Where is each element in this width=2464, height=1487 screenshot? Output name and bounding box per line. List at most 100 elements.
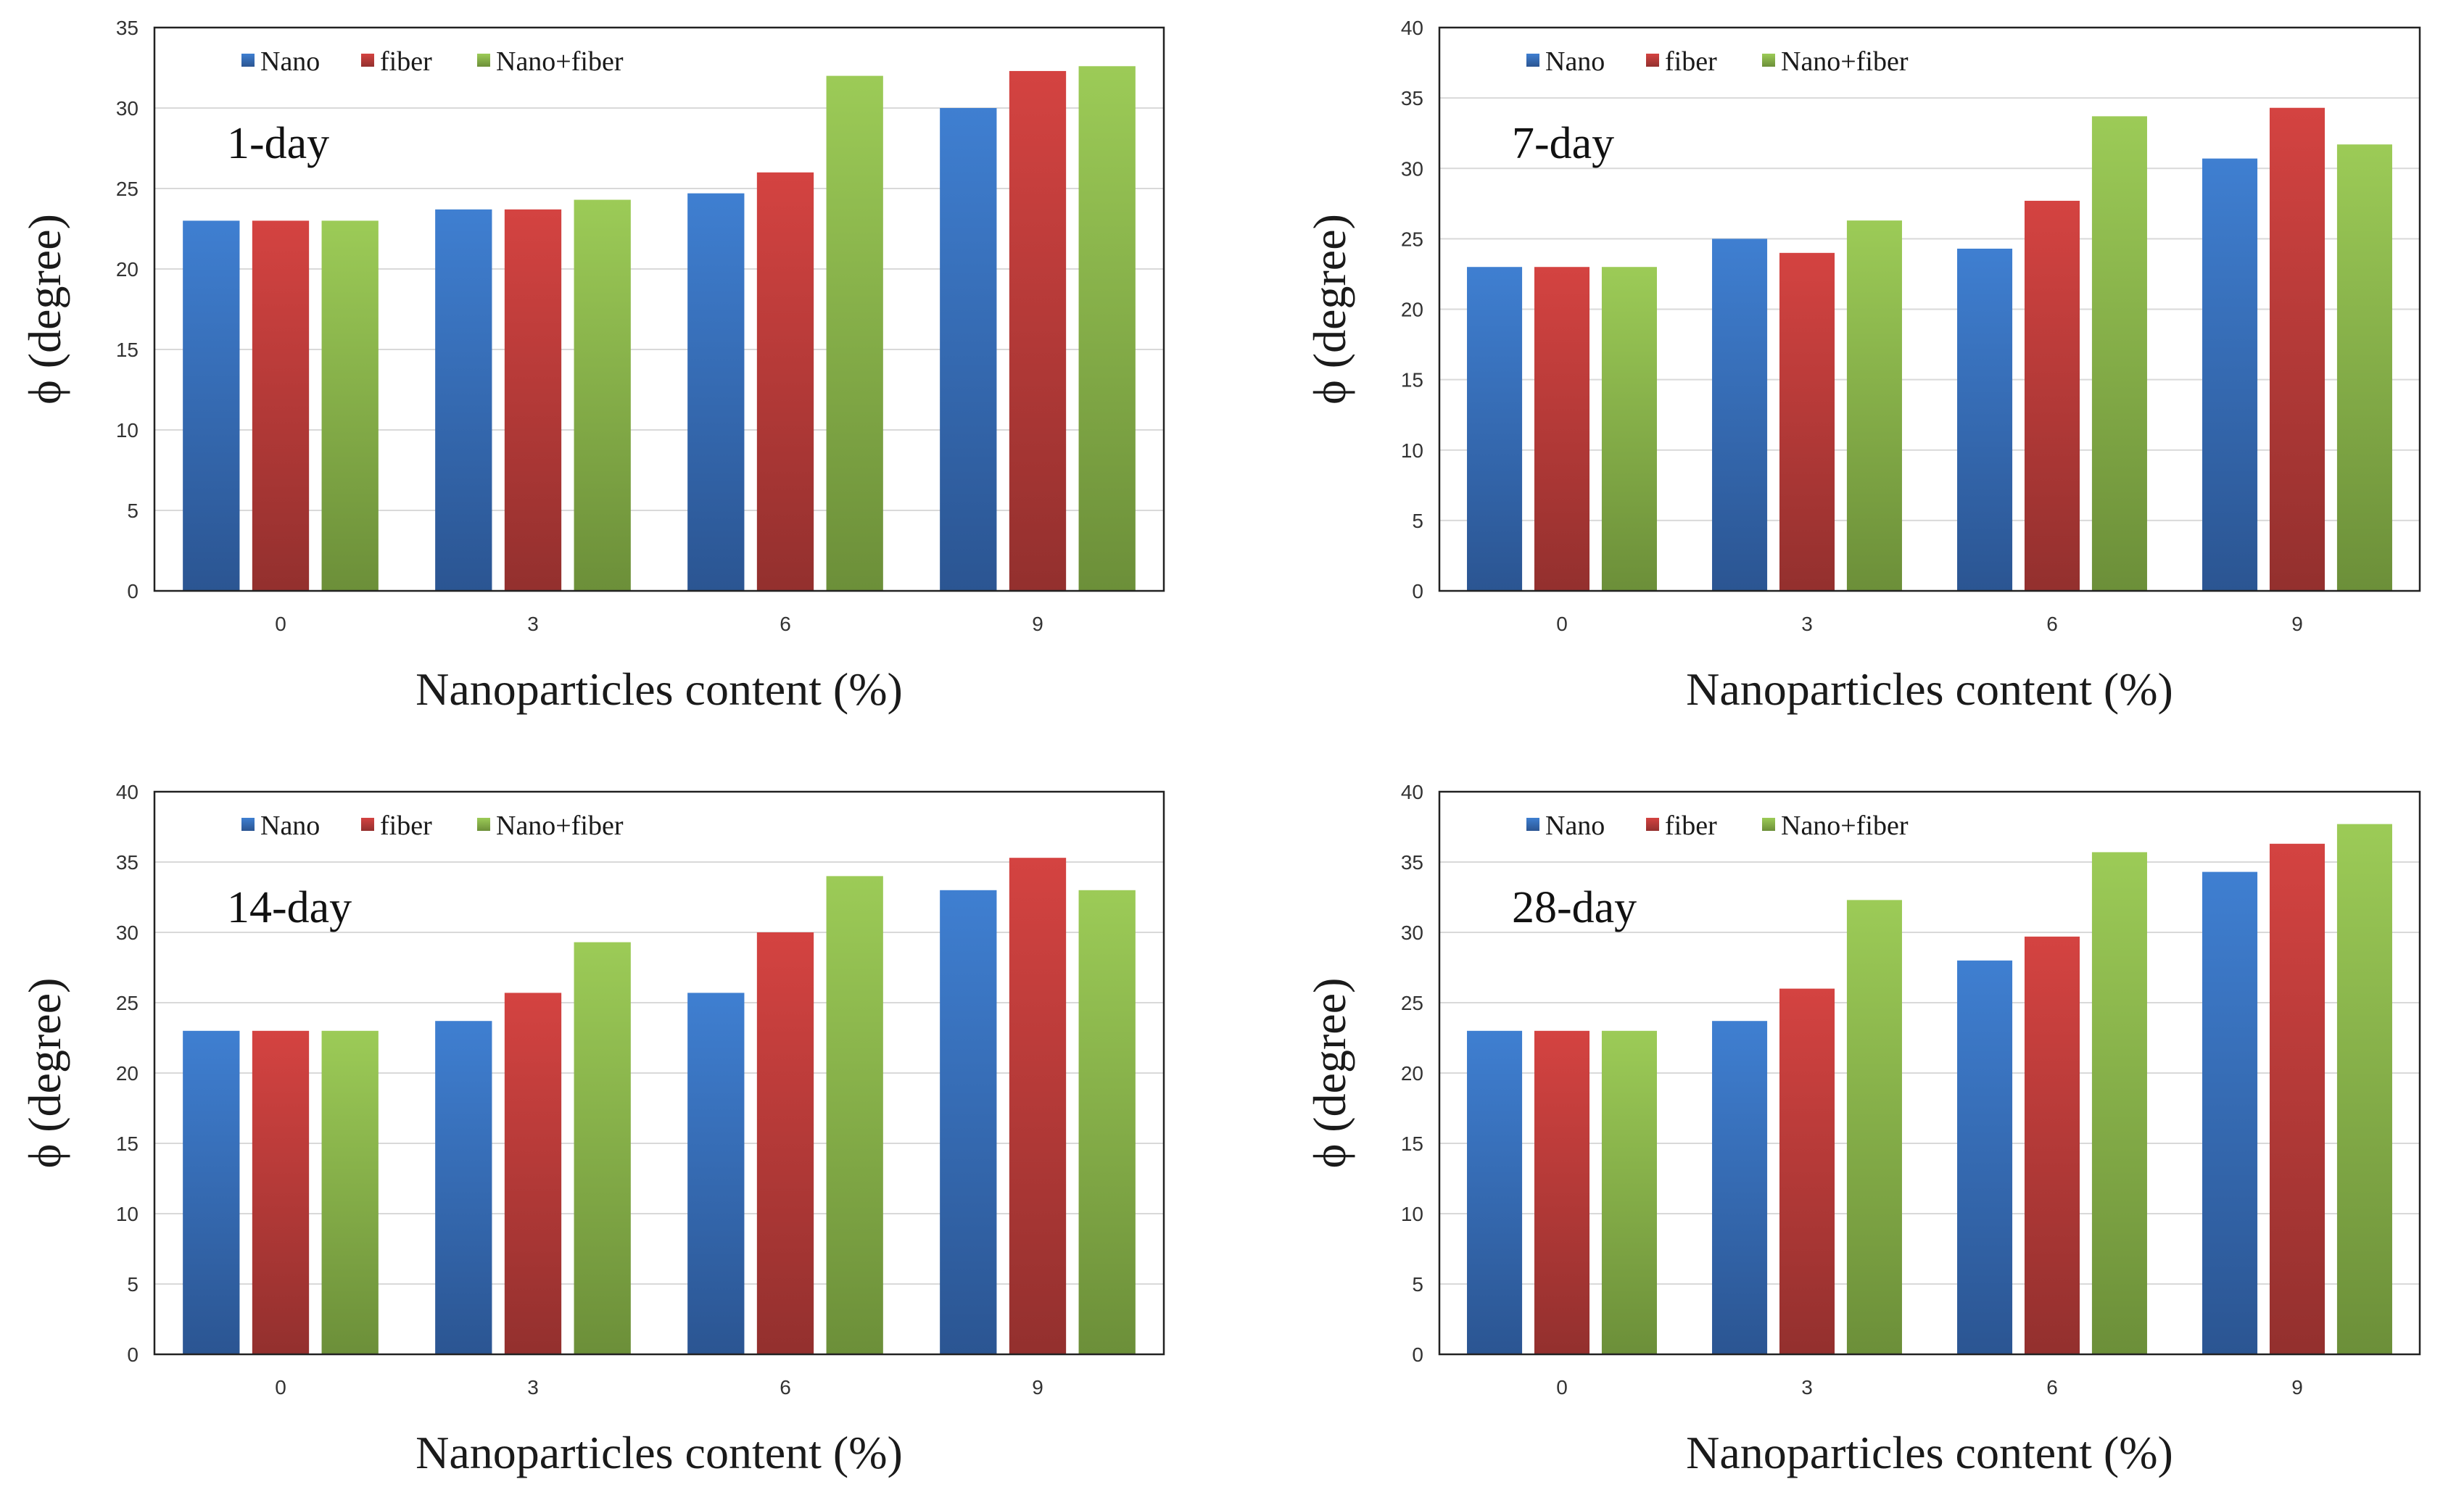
bar-fiber-6 (756, 172, 814, 592)
y-tick-label: 0 (127, 580, 139, 602)
bar-nano-6 (687, 993, 745, 1354)
bar-fiber-9 (1009, 70, 1067, 591)
legend: Nano fiber Nano+fiber (241, 46, 624, 77)
bar-fiber-6 (2024, 200, 2080, 591)
bar-nano-0 (183, 220, 240, 591)
x-tick-label: 9 (1032, 1376, 1043, 1399)
x-tick-label: 0 (275, 613, 286, 635)
bar-fiber-0 (1534, 1030, 1590, 1354)
legend-label-fiber: fiber (1665, 811, 1717, 841)
panel-label: 28-day (1512, 883, 1637, 932)
legend-swatch-nano (1526, 54, 1539, 67)
legend-swatch-nano-fiber (1762, 54, 1775, 67)
x-tick-label: 6 (2046, 613, 2058, 635)
bar-nano-9 (940, 108, 997, 591)
y-tick-label: 5 (1412, 1273, 1423, 1296)
legend-label-nano-fiber: Nano+fiber (1781, 46, 1909, 77)
bar-fiber-0 (252, 1030, 310, 1354)
bar-fiber-9 (2269, 843, 2325, 1354)
y-tick-label: 15 (116, 1132, 139, 1155)
plot-frame (153, 26, 1165, 592)
bar-nano-fiber-6 (826, 876, 883, 1354)
legend-swatch-nano-fiber (477, 818, 490, 831)
legend-label-nano: Nano (1545, 46, 1605, 77)
bar-nano-fiber-3 (1846, 220, 1902, 591)
y-tick-label: 15 (1401, 1132, 1423, 1155)
y-tick-label: 10 (1401, 1203, 1423, 1225)
x-axis-title: Nanoparticles content (%) (416, 1427, 903, 1478)
bar-nano-fiber-0 (1601, 1030, 1657, 1354)
bar-nano-3 (435, 209, 492, 591)
y-tick-label: 15 (1401, 369, 1423, 392)
bar-nano-fiber-9 (1078, 890, 1136, 1354)
y-tick-label: 40 (116, 781, 139, 803)
x-tick-label: 3 (527, 613, 539, 635)
bar-fiber-6 (756, 932, 814, 1354)
y-tick-label: 30 (1401, 921, 1423, 944)
bar-fiber-6 (2024, 936, 2080, 1354)
x-tick-label: 0 (1556, 1376, 1568, 1399)
bar-fiber-3 (504, 209, 562, 591)
y-tick-label: 10 (116, 419, 139, 442)
bar-nano-fiber-0 (321, 220, 379, 591)
legend-label-fiber: fiber (380, 811, 432, 841)
legend-swatch-fiber (1646, 818, 1659, 831)
legend-label-nano: Nano (260, 46, 320, 77)
legend-label-fiber: fiber (1665, 46, 1717, 77)
legend: Nano fiber Nano+fiber (1526, 46, 1909, 77)
y-tick-label: 30 (1401, 157, 1423, 180)
bar-nano-fiber-9 (1078, 66, 1136, 591)
bar-nano-fiber-0 (1601, 267, 1657, 591)
x-tick-label: 3 (527, 1376, 539, 1399)
y-tick-label: 10 (1401, 439, 1423, 462)
legend-label-nano-fiber: Nano+fiber (496, 811, 624, 841)
legend: Nano fiber Nano+fiber (1526, 811, 1909, 841)
bar-fiber-3 (504, 993, 562, 1354)
y-tick-label: 35 (116, 17, 139, 39)
legend-swatch-nano-fiber (477, 54, 490, 67)
legend-label-nano: Nano (1545, 811, 1605, 841)
panel-label: 1-day (227, 119, 329, 168)
bar-nano-fiber-3 (574, 199, 631, 591)
y-axis-title: ϕ (degree) (19, 978, 70, 1169)
legend-swatch-nano (241, 54, 255, 67)
panel-label: 14-day (227, 883, 352, 932)
plot-frame (1438, 26, 2421, 592)
bar-nano-0 (1467, 1030, 1523, 1354)
y-tick-label: 35 (1401, 851, 1423, 874)
y-axis-title: ϕ (degree) (19, 214, 70, 405)
y-tick-label: 20 (1401, 299, 1423, 321)
x-tick-label: 9 (1032, 613, 1043, 635)
y-tick-label: 20 (116, 258, 139, 281)
plot-frame (1438, 790, 2421, 1356)
bar-nano-fiber-9 (2336, 144, 2392, 592)
bar-fiber-0 (1534, 267, 1590, 591)
x-axis-title: Nanoparticles content (%) (1686, 663, 2173, 715)
y-tick-label: 25 (1401, 228, 1423, 250)
chart-panel-14-day: 0 5 10 15 20 25 30 35 40 0 3 6 9 Nanoparticles conten… (19, 781, 1165, 1478)
bar-fiber-3 (1779, 252, 1835, 591)
x-tick-label: 6 (780, 613, 791, 635)
x-tick-label: 9 (2291, 613, 2303, 635)
y-axis-title: ϕ (degree) (1304, 978, 1355, 1169)
legend-label-nano-fiber: Nano+fiber (496, 46, 624, 77)
y-tick-label: 15 (116, 339, 139, 361)
bar-nano-3 (1712, 239, 1768, 591)
legend-label-nano-fiber: Nano+fiber (1781, 811, 1909, 841)
y-tick-label: 35 (116, 851, 139, 874)
legend-swatch-fiber (361, 54, 374, 67)
legend: Nano fiber Nano+fiber (241, 811, 624, 841)
bar-nano-6 (1957, 248, 2013, 591)
legend-label-nano: Nano (260, 811, 320, 841)
legend-swatch-fiber (361, 818, 374, 831)
bar-nano-9 (2202, 158, 2258, 592)
bar-nano-9 (2202, 871, 2258, 1354)
bar-nano-6 (1957, 960, 2013, 1354)
x-tick-label: 3 (1801, 1376, 1813, 1399)
y-tick-label: 30 (116, 921, 139, 944)
bar-fiber-0 (252, 220, 310, 591)
bar-nano-fiber-3 (574, 942, 631, 1354)
y-axis-title: ϕ (degree) (1304, 214, 1355, 405)
legend-swatch-nano (241, 818, 255, 831)
